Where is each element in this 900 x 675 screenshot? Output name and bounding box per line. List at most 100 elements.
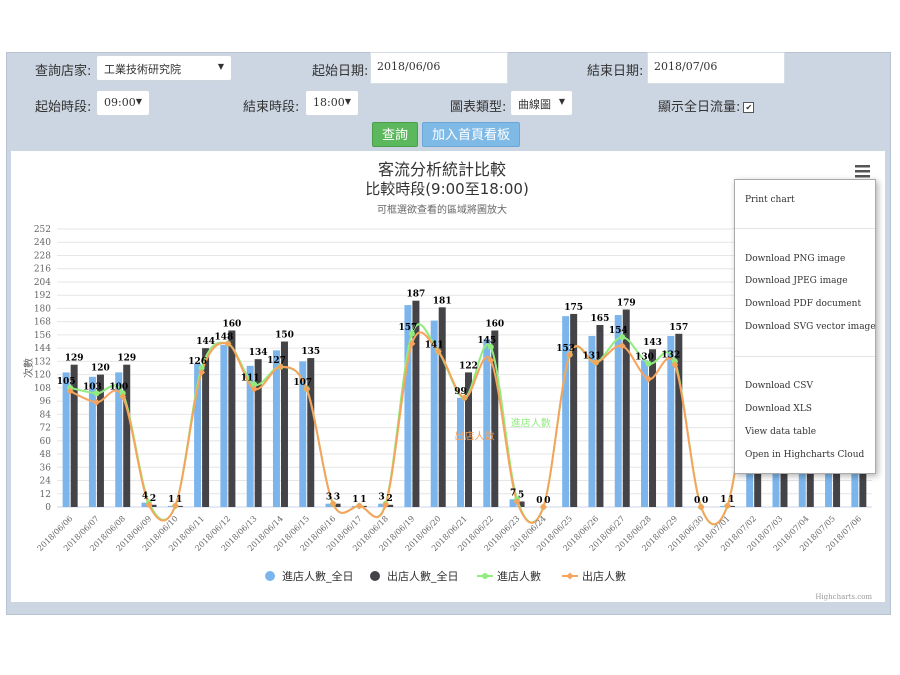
- data-label-in: 3: [326, 493, 332, 503]
- bar-in-allday: [88, 376, 96, 507]
- hamburger-bar: [855, 170, 870, 173]
- point-out: [461, 394, 468, 402]
- store-select[interactable]: 工業技術研究院 ▼: [96, 55, 232, 81]
- start-date-input[interactable]: 2018/06/06: [370, 52, 508, 84]
- legend-marker: [482, 573, 488, 579]
- point-out: [697, 503, 705, 511]
- bar-in-allday: [641, 360, 649, 507]
- data-label-in: 154: [609, 326, 628, 336]
- y-tick-label: 144: [34, 344, 51, 354]
- end-time-select[interactable]: 18:00 ▼: [305, 90, 359, 116]
- data-label-out: 160: [222, 319, 241, 329]
- y-tick-label: 0: [45, 503, 51, 513]
- menu-item[interactable]: Download SVG vector image: [745, 322, 876, 332]
- bar-in-allday: [167, 505, 175, 507]
- bar-out-allday: [254, 359, 262, 507]
- point-in: [487, 344, 494, 351]
- bar-out-allday: [596, 324, 604, 507]
- data-label-out: 122: [459, 361, 478, 371]
- data-label-in: 131: [583, 351, 602, 361]
- show-all-day-checkbox[interactable]: ✔: [743, 102, 755, 113]
- menu-item[interactable]: Download PDF document: [745, 299, 862, 309]
- query-button[interactable]: 查詢: [372, 122, 418, 147]
- menu-item[interactable]: Download PNG image: [745, 254, 846, 264]
- bar-out-allday: [465, 372, 472, 507]
- point-out: [276, 363, 284, 371]
- bar-out-allday: [438, 307, 446, 507]
- point-in: [645, 360, 652, 367]
- y-tick-label: 180: [34, 304, 51, 314]
- bar-in-allday: [667, 336, 675, 507]
- hamburger-menu-icon[interactable]: [855, 165, 870, 178]
- bar-in-allday: [325, 503, 333, 507]
- add-dashboard-button[interactable]: 加入首頁看板: [422, 122, 520, 147]
- bar-out-allday: [70, 364, 78, 507]
- bar-in-allday: [430, 320, 438, 507]
- bar-in-allday: [457, 397, 464, 507]
- bar-out-allday: [202, 348, 210, 507]
- point-out: [723, 502, 731, 510]
- point-out: [250, 385, 258, 393]
- data-label-out: 5: [518, 490, 524, 500]
- bar-in-allday: [404, 305, 412, 507]
- point-out: [329, 500, 337, 508]
- data-label-out: 160: [485, 319, 504, 329]
- data-label-out: 165: [591, 314, 610, 324]
- menu-item[interactable]: View data table: [745, 427, 817, 437]
- point-out: [434, 347, 442, 355]
- bar-out-allday: [517, 501, 525, 507]
- bar-out-allday: [333, 503, 341, 507]
- bar-in-allday: [194, 363, 202, 507]
- data-label-in: 141: [425, 340, 444, 350]
- chevron-down-icon: ▼: [344, 97, 351, 106]
- bar-in-allday: [562, 316, 570, 507]
- y-tick-label: 24: [40, 477, 52, 487]
- end-date-label: 結束日期:: [587, 64, 644, 79]
- end-date-input[interactable]: 2018/07/06: [647, 52, 785, 84]
- menu-item[interactable]: Download XLS: [745, 404, 812, 414]
- bar-out-allday: [228, 330, 236, 507]
- bar-out-allday: [280, 341, 288, 507]
- data-label-in: 111: [241, 374, 260, 384]
- bar-in-allday: [483, 339, 491, 507]
- menu-item[interactable]: Download CSV: [745, 381, 813, 391]
- point-in: [251, 381, 258, 388]
- point-out: [145, 501, 153, 509]
- point-out: [66, 387, 74, 395]
- y-tick-label: 84: [40, 410, 52, 420]
- point-out: [513, 497, 521, 505]
- data-label-in: 3: [378, 493, 384, 503]
- bar-in-allday: [509, 499, 517, 507]
- data-label-out: 3: [334, 493, 340, 503]
- y-tick-label: 132: [34, 357, 51, 367]
- store-select-value: 工業技術研究院: [104, 63, 181, 76]
- data-label-in: 0: [536, 496, 542, 506]
- y-tick-label: 168: [34, 318, 51, 328]
- point-out: [224, 340, 232, 348]
- chart-type-select[interactable]: 曲線圖 ▼: [510, 90, 573, 116]
- bar-in-allday: [588, 336, 596, 507]
- data-label-out: 1: [360, 495, 366, 505]
- data-label-out: 157: [669, 323, 688, 333]
- menu-item[interactable]: Open in Highcharts Cloud: [745, 450, 865, 460]
- data-label-in: 99: [454, 387, 467, 397]
- point-out: [487, 356, 495, 364]
- chart-hint: 可框選欲查看的區域將圖放大: [377, 203, 507, 216]
- end-time-label: 結束時段:: [243, 100, 300, 115]
- chart-type-label: 圖表類型:: [450, 100, 507, 115]
- bar-out-allday: [622, 309, 630, 507]
- bar-in-allday: [115, 372, 123, 507]
- menu-separator: [735, 228, 875, 229]
- point-out: [382, 501, 390, 509]
- y-tick-label: 156: [34, 331, 51, 341]
- data-label-in: 105: [57, 377, 76, 387]
- data-label-out: 2: [150, 494, 156, 504]
- bar-out-allday: [649, 349, 657, 507]
- data-label-out: 179: [617, 299, 636, 309]
- start-time-select[interactable]: 09:00 ▼: [96, 90, 150, 116]
- menu-item[interactable]: Print chart: [745, 195, 795, 205]
- menu-item[interactable]: Download JPEG image: [745, 276, 848, 286]
- bar-out-allday: [675, 333, 683, 507]
- chart-svg: 客流分析統計比較比較時段(9:00至18:00)可框選欲查看的區域將圖放大012…: [22, 160, 872, 601]
- data-label-out: 0: [702, 496, 708, 506]
